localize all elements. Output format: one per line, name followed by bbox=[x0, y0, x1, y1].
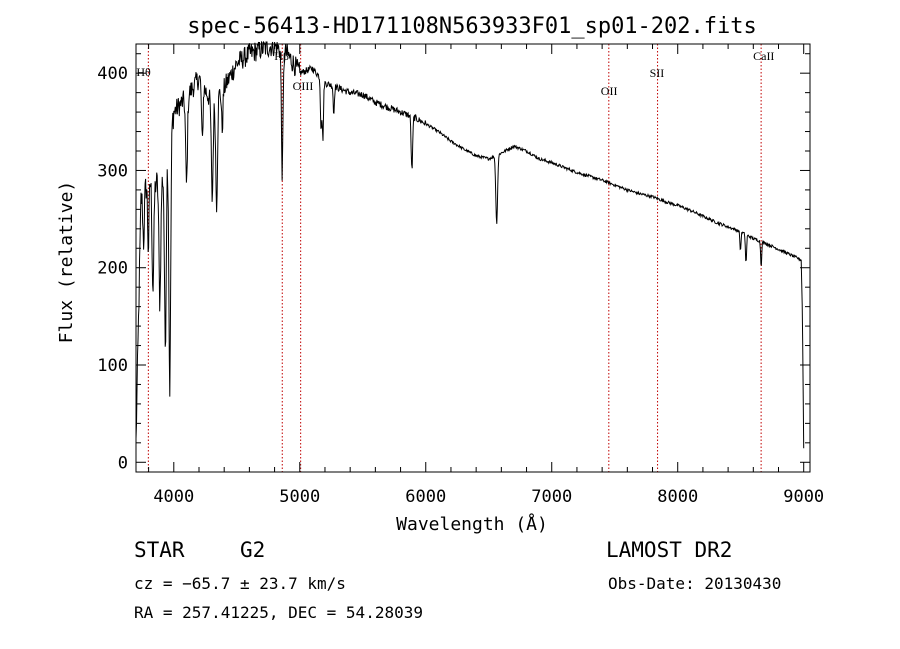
y-tick-label: 400 bbox=[97, 64, 128, 84]
y-tick-label: 0 bbox=[118, 453, 128, 473]
x-tick-label: 5000 bbox=[279, 487, 320, 507]
redshift-cz: cz = −65.7 ± 23.7 km/s bbox=[134, 574, 346, 593]
plot-frame bbox=[135, 43, 811, 473]
y-tick-label: 200 bbox=[97, 259, 128, 279]
marker-label-hβ: Hβ bbox=[274, 49, 289, 63]
marker-label-caii: CaII bbox=[753, 49, 774, 63]
x-tick-label: 4000 bbox=[153, 487, 194, 507]
spectrum-line bbox=[135, 40, 805, 449]
chart-title: spec-56413-HD171108N563933F01_sp01-202.f… bbox=[187, 14, 757, 39]
line-marker-labels: Hθ Hβ OIII OII SII CaII bbox=[136, 49, 774, 98]
y-tick-label: 100 bbox=[97, 356, 128, 376]
x-tick-label: 8000 bbox=[657, 487, 698, 507]
coordinates: RA = 257.41225, DEC = 54.28039 bbox=[134, 603, 423, 622]
marker-label-oii: OII bbox=[601, 84, 618, 98]
marker-label-hθ: Hθ bbox=[136, 65, 151, 79]
object-class: STAR bbox=[134, 538, 185, 562]
y-tick-label: 300 bbox=[97, 161, 128, 181]
marker-label-oiii: OIII bbox=[293, 79, 314, 93]
object-subclass: G2 bbox=[240, 538, 266, 562]
x-tick-label: 7000 bbox=[531, 487, 572, 507]
y-axis-label: Flux (relative) bbox=[56, 181, 77, 344]
x-axis-label: Wavelength (Å) bbox=[396, 513, 548, 535]
x-tick-label: 6000 bbox=[405, 487, 446, 507]
line-markers bbox=[147, 44, 762, 472]
x-tick-label: 9000 bbox=[783, 487, 824, 507]
marker-label-sii: SII bbox=[650, 66, 665, 80]
y-axis-ticks: 0 100 200 300 400 bbox=[97, 53, 810, 473]
spectrum-series bbox=[135, 40, 805, 449]
survey-name: LAMOST DR2 bbox=[606, 538, 733, 562]
x-axis-ticks: 4000 5000 6000 7000 8000 9000 bbox=[148, 44, 824, 507]
obs-date: Obs-Date: 20130430 bbox=[608, 574, 782, 593]
